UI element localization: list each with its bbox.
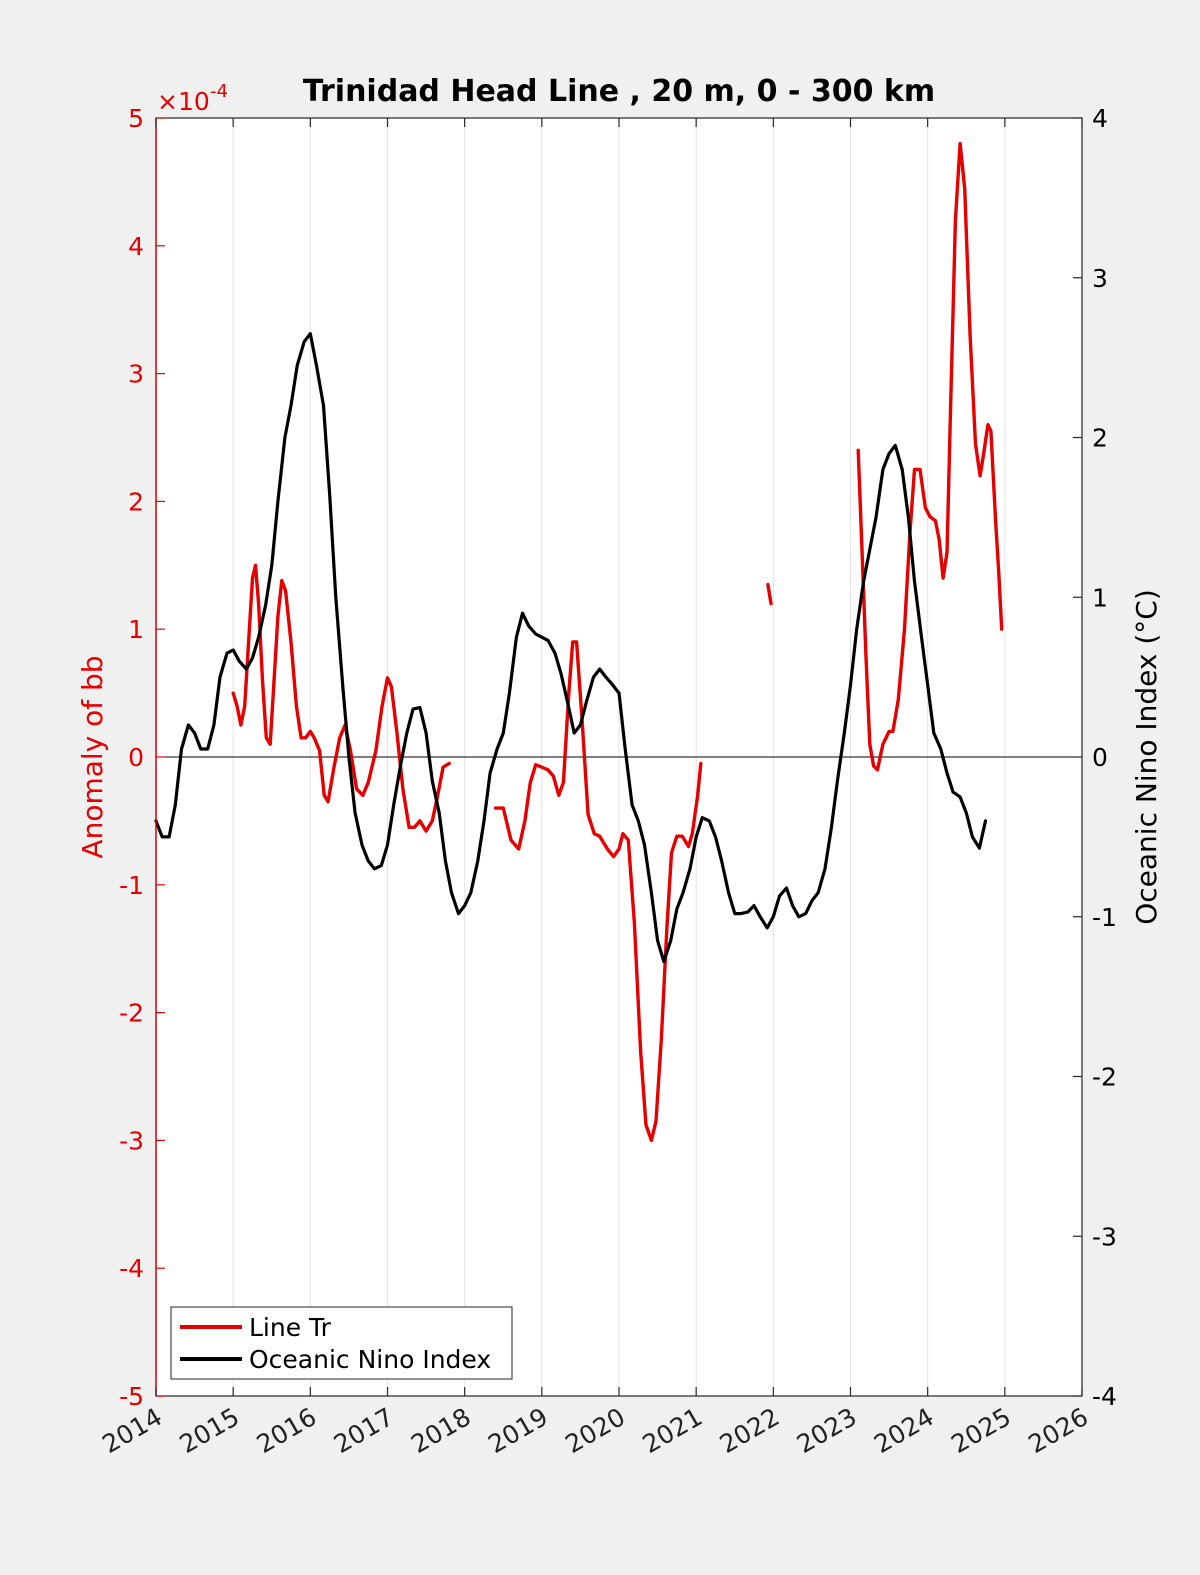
series-line-tr-segment-1 [493, 640, 703, 1143]
series-line-tr-segment-2 [766, 582, 773, 606]
left-tick-label--3: -3 [119, 1126, 144, 1155]
series-line-tr-segment-3 [856, 141, 1004, 772]
right-tick-label--2: -2 [1092, 1063, 1117, 1092]
left-tick-label-5: 5 [128, 104, 144, 133]
left-exponent-power: -4 [210, 81, 228, 102]
left-tick-label-1: 1 [128, 615, 144, 644]
legend: Line Tr Oceanic Nino Index [170, 1306, 513, 1380]
left-tick-label-0: 0 [128, 743, 144, 772]
left-tick-label--1: -1 [119, 871, 144, 900]
right-axis-ticks: 4 3 2 1 0 -1 -2 -3 -4 [1073, 104, 1117, 1411]
left-tick-label--2: -2 [119, 999, 144, 1028]
left-tick-label-4: 4 [128, 232, 144, 261]
right-tick-label-4: 4 [1092, 104, 1108, 133]
left-tick-label-3: 3 [128, 360, 144, 389]
right-tick-label--1: -1 [1092, 903, 1117, 932]
right-tick-label--3: -3 [1092, 1222, 1117, 1251]
left-tick-label--5: -5 [119, 1382, 144, 1411]
y-axis-label-left: Anomaly of bb [76, 655, 109, 858]
right-tick-label-3: 3 [1092, 264, 1108, 293]
right-tick-label-2: 2 [1092, 424, 1108, 453]
chart-title: Trinidad Head Line , 20 m, 0 - 300 km [303, 74, 935, 109]
right-tick-label-0: 0 [1092, 743, 1108, 772]
legend-label-line-tr: Line Tr [249, 1313, 332, 1342]
right-tick-label--4: -4 [1092, 1382, 1117, 1411]
legend-label-oni: Oceanic Nino Index [249, 1345, 491, 1374]
legend-box [170, 1306, 513, 1380]
right-tick-label-1: 1 [1092, 583, 1108, 612]
left-exponent-base: ×10 [157, 87, 210, 116]
series-layer [154, 141, 1004, 1143]
left-exponent: ×10 -4 [157, 81, 228, 116]
left-tick-label--4: -4 [119, 1254, 144, 1283]
y-axis-label-right: Oceanic Nino Index (°C) [1130, 589, 1163, 925]
left-tick-label-2: 2 [128, 487, 144, 516]
series-oni-segment-0 [154, 332, 988, 964]
left-axis-ticks: 5 4 3 2 1 0 -1 -2 -3 -4 -5 [119, 104, 165, 1411]
